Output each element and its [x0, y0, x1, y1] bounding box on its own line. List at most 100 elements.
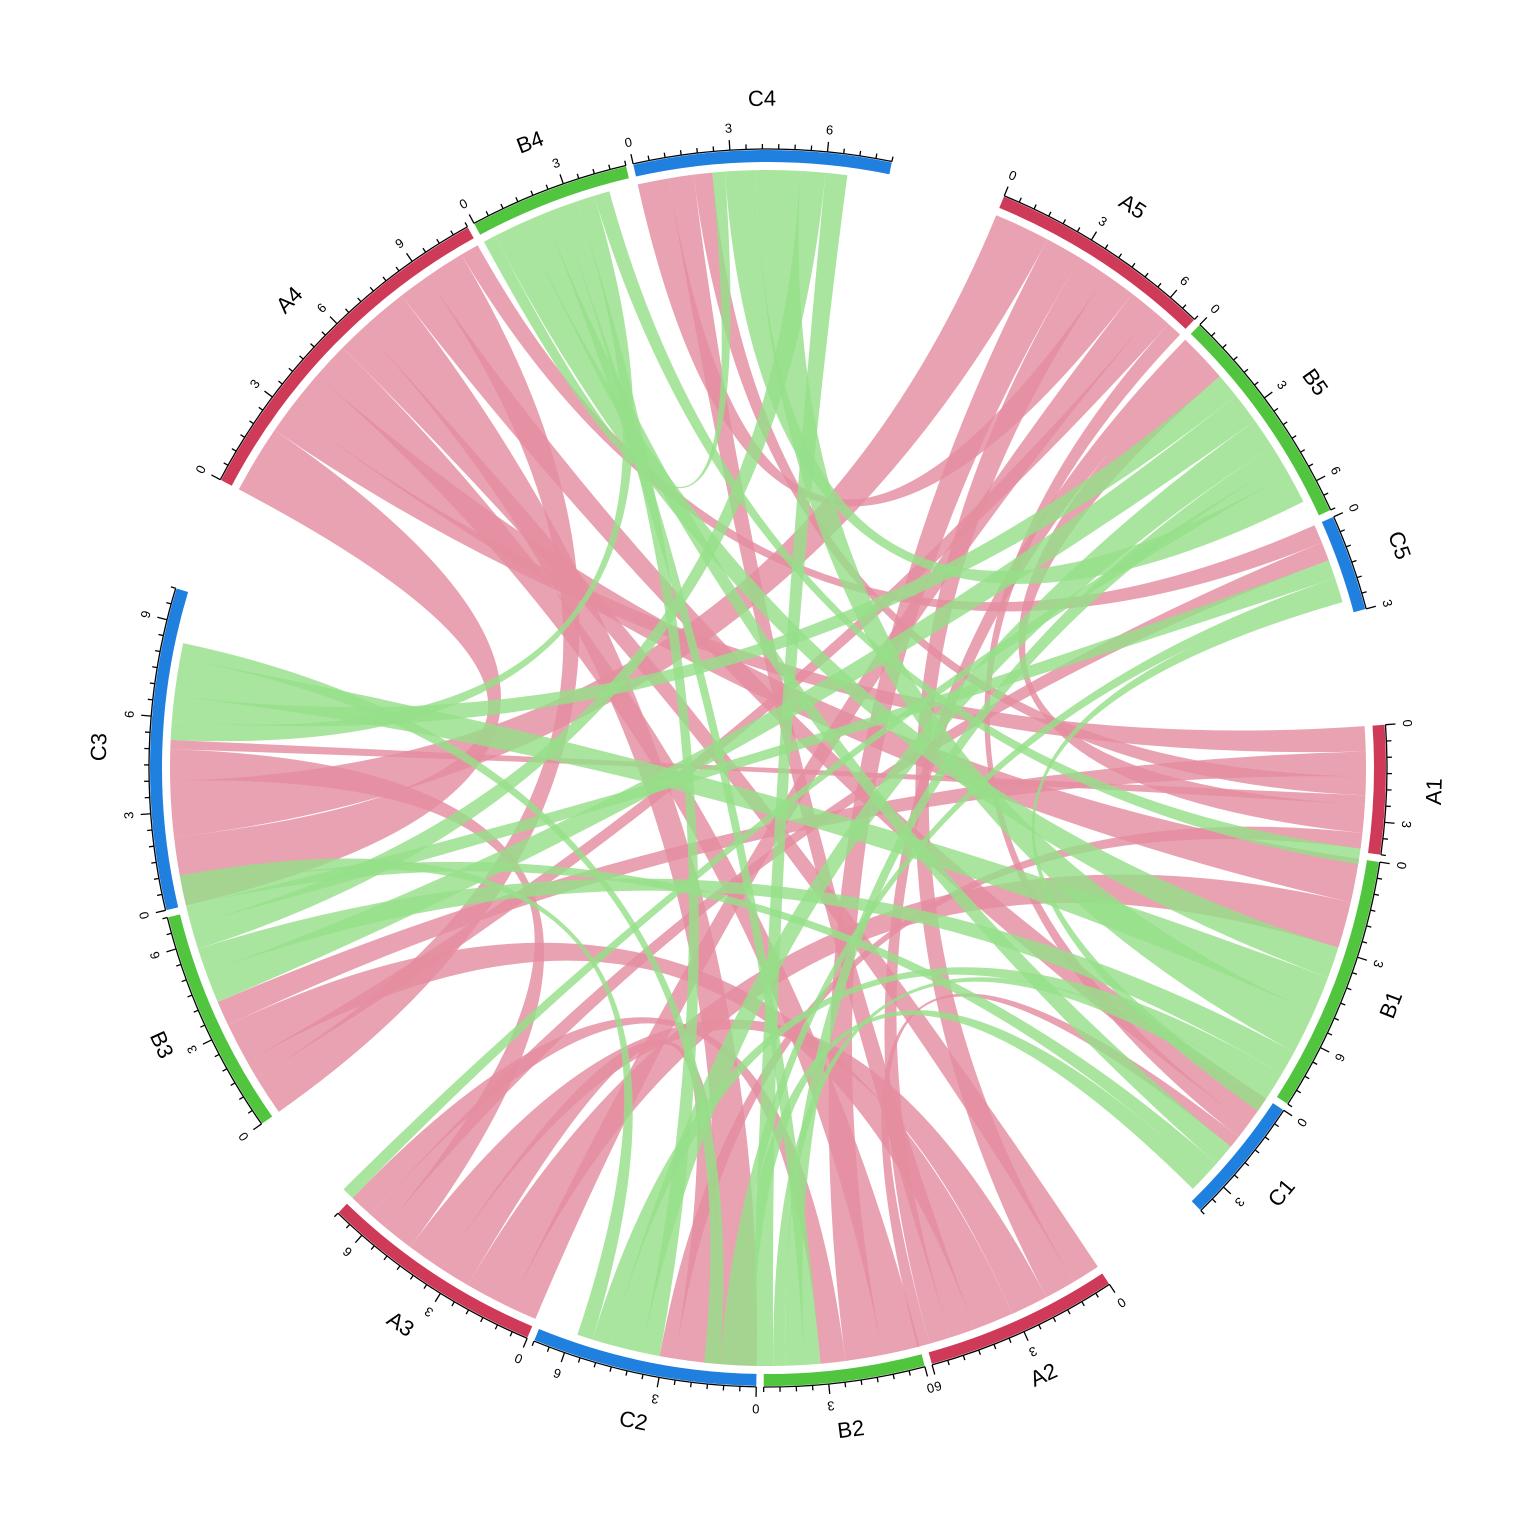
- tick-mark: [231, 448, 237, 452]
- tick-mark: [310, 343, 315, 348]
- chord-link-a5-c1: [984, 323, 1249, 1137]
- sector-track-b2: [763, 1354, 925, 1386]
- tick-mark: [1194, 315, 1199, 320]
- sector-label-b5: B5: [1297, 364, 1333, 400]
- tick-mark: [1351, 559, 1357, 563]
- sector-label-a3: A3: [383, 1306, 419, 1342]
- tick-mark: [1370, 909, 1376, 912]
- tick-mark: [288, 367, 294, 372]
- sector-track-c5: [1321, 517, 1366, 613]
- tick-mark: [1243, 368, 1249, 373]
- tick-mark: [395, 266, 400, 272]
- tick-mark: [826, 141, 830, 152]
- tick-label: 6: [147, 950, 163, 961]
- tick-mark: [141, 714, 152, 717]
- tick-label: 3: [1027, 1343, 1040, 1360]
- tick-mark: [1244, 1162, 1250, 1167]
- tick-mark: [728, 140, 731, 151]
- tick-label: 6: [314, 300, 330, 316]
- tick-mark: [1382, 837, 1389, 840]
- sector-c4: 0 3 6 C4: [623, 86, 894, 177]
- tick-mark: [200, 1024, 206, 1028]
- tick-mark: [1283, 1109, 1293, 1117]
- tick-mark: [1200, 1210, 1205, 1215]
- tick-mark: [630, 153, 634, 165]
- sector-label-b4: B4: [513, 126, 547, 159]
- tick-label: 0: [1114, 1294, 1128, 1311]
- tick-mark: [1003, 186, 1009, 197]
- tick-mark: [383, 1255, 388, 1261]
- tick-mark: [931, 1364, 936, 1375]
- sector-b2: 0 3B2: [762, 1354, 936, 1443]
- tick-label: 6: [1177, 273, 1192, 289]
- tick-mark: [1361, 940, 1368, 944]
- tick-mark: [1038, 1324, 1042, 1330]
- tick-mark: [1296, 1089, 1302, 1094]
- tick-label: 3: [1232, 1194, 1248, 1209]
- tick-mark: [546, 1346, 550, 1352]
- sector-label-b1: B1: [1374, 988, 1407, 1022]
- tick-mark: [1330, 507, 1336, 511]
- tick-mark: [859, 150, 862, 156]
- sector-axis-b1: [1287, 862, 1381, 1105]
- tick-mark: [559, 174, 564, 185]
- tick-mark: [860, 1379, 863, 1385]
- tick-mark: [396, 1265, 401, 1271]
- tick-mark: [609, 1366, 612, 1372]
- sector-a1: 0 3 A1: [1368, 719, 1447, 857]
- tick-mark: [625, 1370, 628, 1376]
- sector-label-a2: A2: [1026, 1358, 1061, 1392]
- tick-label: 3: [650, 1391, 660, 1407]
- tick-mark: [1274, 1123, 1280, 1128]
- tick-mark: [140, 813, 151, 816]
- tick-mark: [465, 1309, 470, 1315]
- tick-label: 3: [247, 376, 263, 391]
- sector-label-a4: A4: [271, 281, 308, 318]
- chord-link-b1-c5: [1031, 590, 1343, 1111]
- tick-label: 0: [1207, 301, 1223, 317]
- tick-mark: [608, 164, 611, 170]
- tick-mark: [1327, 1032, 1333, 1036]
- tick-label: 0: [136, 910, 152, 920]
- sector-axis-b2: [763, 1366, 926, 1388]
- sector-track-b5: [1190, 325, 1330, 516]
- tick-mark: [1376, 877, 1383, 880]
- tick-mark: [214, 1053, 220, 1058]
- tick-mark: [253, 1123, 262, 1131]
- tick-mark: [1222, 344, 1227, 349]
- tick-label: 3: [184, 1043, 201, 1056]
- sector-track-b4: [474, 166, 629, 235]
- chord-link-b3-c4: [190, 170, 826, 949]
- tick-mark: [577, 1357, 581, 1363]
- tick-mark: [436, 238, 440, 244]
- links-layer: [170, 169, 1367, 1367]
- tick-mark: [1182, 304, 1187, 309]
- tick-mark: [1373, 893, 1380, 896]
- tick-mark: [1323, 492, 1329, 496]
- sector-axis-a1: [1380, 724, 1388, 855]
- tick-label: 3: [1399, 820, 1415, 829]
- tick-mark: [258, 406, 264, 411]
- tick-label: 0: [457, 196, 470, 213]
- tick-mark: [962, 1355, 966, 1361]
- tick-mark: [844, 1382, 847, 1388]
- tick-mark: [924, 1366, 929, 1377]
- tick-mark: [370, 1245, 375, 1250]
- tick-label: 6: [1332, 1051, 1349, 1064]
- tick-mark: [480, 1317, 484, 1323]
- sector-label-b2: B2: [836, 1415, 866, 1443]
- chord-link-b3-c1: [182, 861, 1217, 1176]
- tick-mark: [1104, 244, 1109, 250]
- tick-mark: [624, 160, 627, 166]
- tick-label: 3: [1274, 377, 1290, 392]
- tick-mark: [369, 286, 374, 292]
- chord-link-a3-b1: [467, 874, 1351, 1308]
- tick-mark: [149, 682, 155, 685]
- tick-mark: [1282, 421, 1288, 426]
- sector-axis-b4: [473, 164, 627, 224]
- tick-mark: [468, 214, 475, 224]
- tick-mark: [166, 932, 172, 936]
- tick-label: 9: [392, 235, 407, 251]
- tick-mark: [1287, 1103, 1293, 1108]
- sector-label-b3: B3: [145, 1027, 179, 1062]
